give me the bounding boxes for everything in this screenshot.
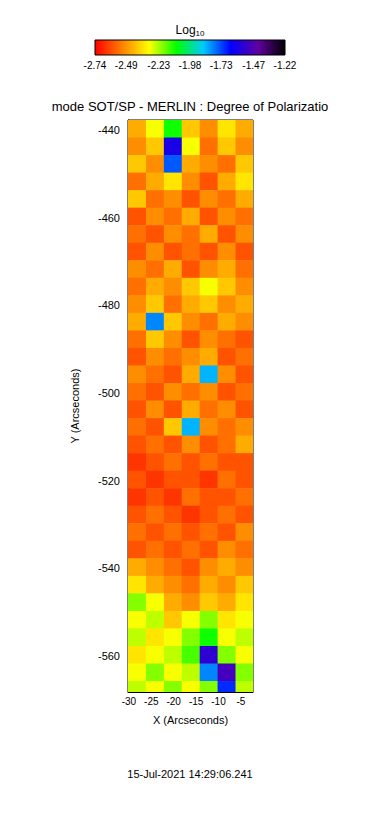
svg-text:-540: -540 [98,562,120,574]
svg-text:-5: -5 [236,696,245,707]
svg-text:-440: -440 [98,124,120,136]
svg-text:-1.47: -1.47 [242,60,265,71]
svg-text:-2.23: -2.23 [147,60,170,71]
svg-text:X (Arcseconds): X (Arcseconds) [153,714,228,726]
svg-text:-25: -25 [144,696,159,707]
svg-text:Y (Arcseconds): Y (Arcseconds) [69,369,81,444]
svg-text:-20: -20 [166,696,181,707]
svg-text:-30: -30 [122,696,137,707]
svg-text:mode SOT/SP - MERLIN : Degree: mode SOT/SP - MERLIN : Degree of Polariz… [52,99,328,114]
svg-text:-10: -10 [211,696,226,707]
svg-text:-500: -500 [98,387,120,399]
svg-text:-1.22: -1.22 [274,60,297,71]
svg-text:-2.74: -2.74 [84,60,107,71]
svg-text:Log: Log [176,23,196,37]
svg-text:-2.49: -2.49 [115,60,138,71]
svg-text:-460: -460 [98,212,120,224]
svg-text:-560: -560 [98,650,120,662]
svg-text:-1.98: -1.98 [179,60,202,71]
svg-text:-480: -480 [98,299,120,311]
svg-text:-520: -520 [98,475,120,487]
svg-text:15-Jul-2021 14:29:06.241: 15-Jul-2021 14:29:06.241 [127,768,252,780]
svg-text:10: 10 [196,29,205,38]
svg-text:-1.73: -1.73 [210,60,233,71]
svg-text:-15: -15 [189,696,204,707]
